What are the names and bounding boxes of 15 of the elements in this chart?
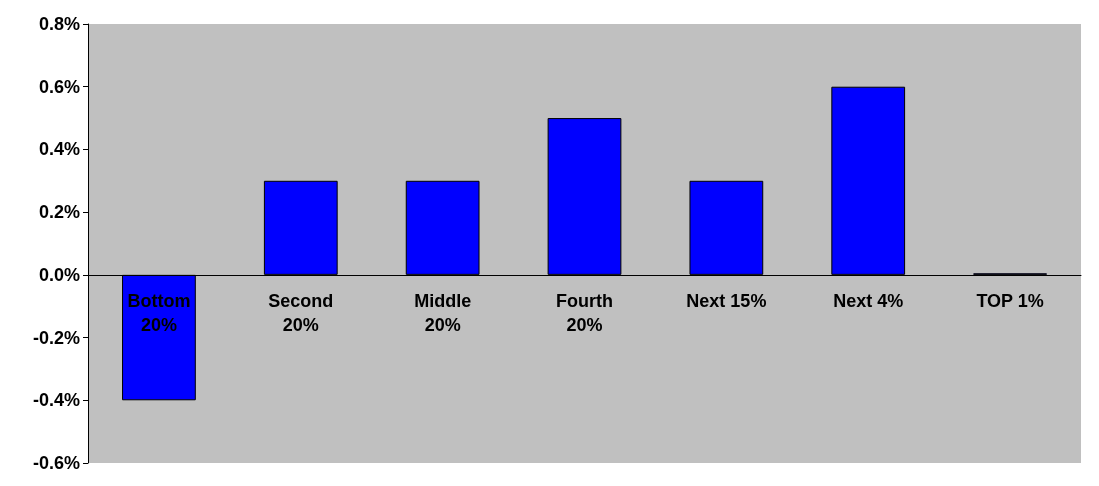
x-tick-label: Next 15% bbox=[686, 290, 767, 311]
y-tick-label: 0.2% bbox=[38, 202, 80, 223]
y-tick-label: -0.6% bbox=[32, 453, 80, 473]
x-tick-label: Next 4% bbox=[833, 290, 904, 311]
y-tick-label: -0.4% bbox=[32, 390, 80, 411]
y-tick-label: 0.6% bbox=[38, 76, 80, 97]
x-tick-label: Second 20% bbox=[268, 290, 334, 335]
y-tick-label: -0.2% bbox=[32, 327, 80, 348]
x-tick-label: Bottom 20% bbox=[127, 290, 191, 335]
x-tick-label: Middle 20% bbox=[414, 290, 472, 335]
x-tick-label: TOP 1% bbox=[976, 290, 1044, 311]
y-tick-label: 0.8% bbox=[38, 14, 80, 34]
x-tick-label: Fourth 20% bbox=[556, 290, 613, 335]
y-tick-label: 0.0% bbox=[38, 264, 80, 285]
y-tick-label: 0.4% bbox=[38, 139, 80, 160]
